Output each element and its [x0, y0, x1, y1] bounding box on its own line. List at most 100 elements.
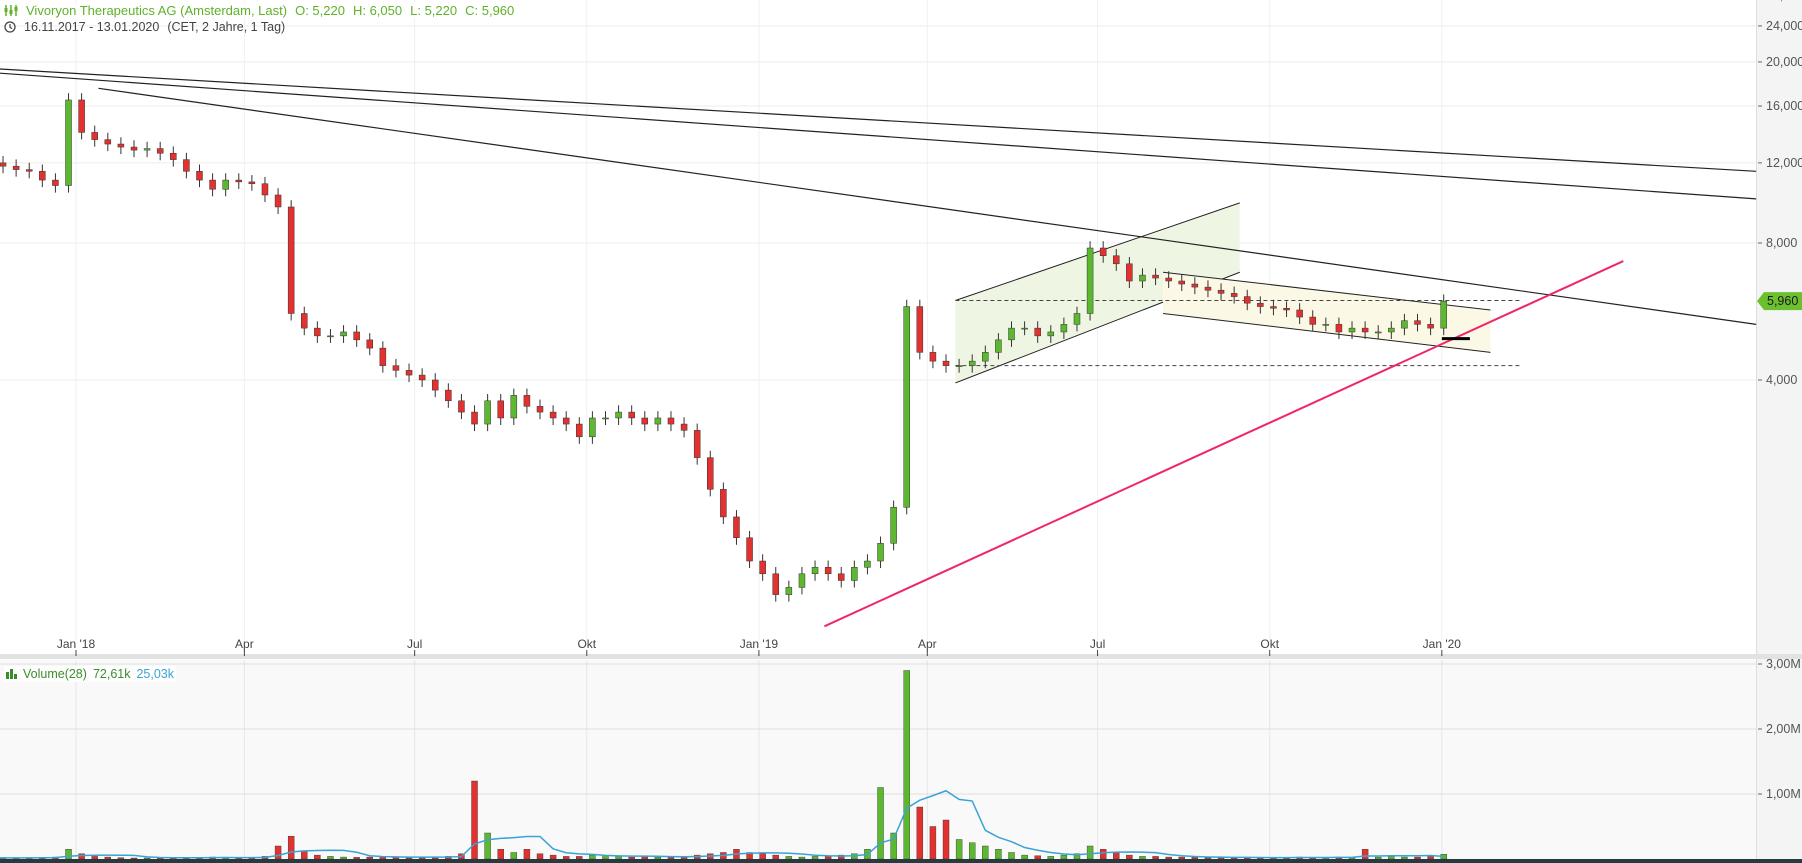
x-tick-label: Okt: [1260, 637, 1279, 651]
candle: [942, 360, 950, 366]
y-tick-label: 16,000: [1766, 99, 1802, 113]
candle: [1008, 327, 1015, 341]
volume-bar: [130, 857, 138, 860]
volume-bar: [314, 854, 321, 860]
volume-bar: [1021, 854, 1028, 860]
candle: [314, 327, 321, 337]
volume-bar: [549, 854, 557, 860]
volume-bar: [1113, 852, 1120, 860]
volume-bar: [903, 670, 910, 860]
volume-bar: [523, 849, 531, 860]
volume-bar: [510, 852, 518, 860]
candle: [877, 543, 884, 562]
candle: [968, 360, 976, 366]
candle: [916, 306, 924, 353]
volume-bar: [1178, 856, 1185, 860]
volume-tick-label: 1,00M: [1766, 787, 1801, 801]
volume-tick-label: 3,00M: [1766, 657, 1801, 671]
candle: [379, 347, 387, 366]
volume-bar: [1008, 852, 1015, 860]
candle: [1414, 320, 1421, 325]
pane-divider[interactable]: [0, 654, 1802, 659]
volume-bar: [1414, 856, 1421, 860]
volume-tick-label: 2,00M: [1766, 722, 1801, 736]
candle: [497, 400, 504, 419]
candle: [680, 423, 688, 431]
candlestick-icon: [4, 5, 18, 16]
candle: [418, 374, 426, 381]
candle: [1113, 255, 1120, 265]
candle: [1060, 324, 1068, 333]
volume-bar: [78, 853, 85, 860]
clock-icon: [4, 21, 16, 33]
volume-bar: [1388, 856, 1395, 860]
candle: [1243, 296, 1251, 304]
candle: [104, 139, 112, 145]
volume-bar: [1034, 855, 1041, 860]
candle: [995, 339, 1002, 353]
trendline: [0, 72, 1757, 200]
candle: [1335, 324, 1343, 333]
candle: [562, 417, 570, 425]
candle: [1283, 308, 1290, 311]
volume-bar: [654, 856, 662, 860]
volume-bar: [65, 849, 72, 860]
volume-bar: [484, 832, 491, 860]
candle: [1270, 306, 1277, 309]
candle: [301, 313, 308, 329]
candle: [431, 379, 439, 391]
volume-bar: [340, 856, 347, 860]
candle: [353, 331, 360, 341]
volume-bar: [1401, 856, 1408, 860]
candle: [890, 507, 897, 544]
candle: [1099, 247, 1107, 257]
volume-bar: [536, 853, 544, 860]
candle: [641, 417, 649, 425]
candle: [1388, 327, 1395, 333]
high-value: H: 6,050: [352, 3, 403, 18]
volume-bar: [772, 854, 779, 860]
volume-bar: [143, 857, 151, 860]
candle: [733, 516, 740, 539]
x-tick-label: Okt: [577, 637, 596, 651]
date-range: 16.11.2017 - 13.01.2020: [24, 20, 160, 34]
chart-range-info: 16.11.2017 - 13.01.2020 (CET, 2 Jahre, 1…: [4, 20, 285, 34]
bar-chart-icon: [6, 669, 17, 679]
volume-bar: [301, 851, 308, 860]
candle: [510, 395, 518, 419]
volume-label: Volume(28): [23, 667, 87, 681]
candle: [1191, 283, 1199, 288]
trendline: [98, 87, 1757, 325]
y-tick-label: 8,000: [1766, 236, 1797, 250]
candle: [327, 335, 334, 338]
volume-bar: [1099, 849, 1107, 860]
candle: [91, 132, 98, 140]
volume-bar: [1204, 857, 1212, 860]
volume-bar: [1139, 856, 1146, 860]
candle: [1047, 331, 1055, 337]
candle: [772, 573, 780, 595]
candle: [235, 179, 243, 183]
volume-bar: [91, 856, 98, 860]
volume-bar: [1126, 854, 1133, 860]
candle: [615, 411, 622, 419]
volume-ma-value: 25,03k: [136, 667, 174, 681]
candle: [576, 423, 583, 438]
candle: [536, 406, 544, 413]
x-tick-label: Jul: [1090, 637, 1105, 651]
candle: [130, 146, 138, 151]
volume-bar: [759, 853, 766, 860]
volume-bar: [838, 854, 845, 860]
volume-bar: [811, 856, 819, 860]
candle: [982, 352, 989, 362]
candle: [1361, 327, 1369, 333]
candle: [405, 370, 413, 376]
candle: [589, 417, 596, 438]
candle: [248, 181, 256, 184]
trendline: [823, 260, 1624, 628]
trendline: [0, 68, 1757, 172]
candle: [1139, 274, 1146, 282]
volume-bar: [929, 826, 937, 860]
volume-bar: [1165, 856, 1172, 860]
